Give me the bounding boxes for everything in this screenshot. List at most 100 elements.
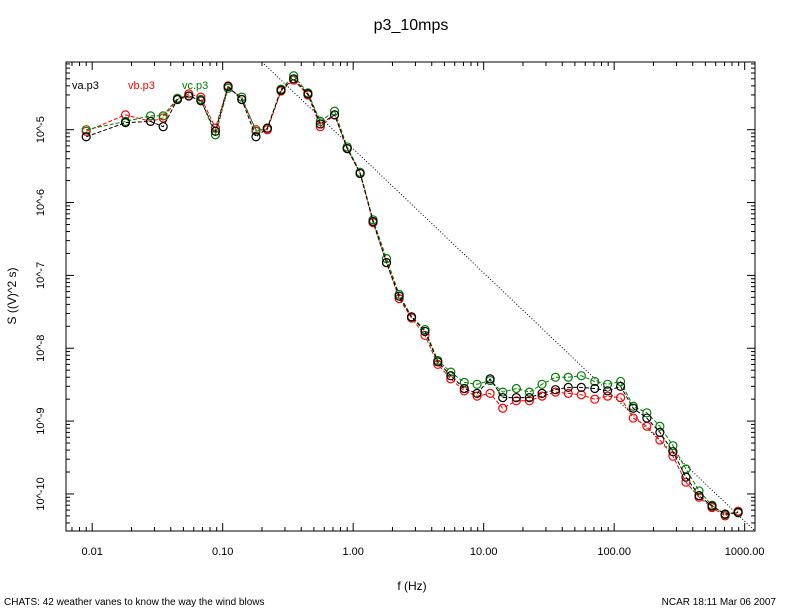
data-point-va.p3 <box>550 385 561 395</box>
data-point-va.p3 <box>184 91 194 101</box>
y-tick-label: 10^-8 <box>35 335 47 362</box>
data-point-vc.p3 <box>576 371 586 381</box>
y-tick-label: 10^-5 <box>35 116 47 143</box>
series-line-va.p3 <box>86 78 739 515</box>
legend-entry-va: va.p3 <box>72 80 99 92</box>
data-point-va.p3 <box>223 82 233 92</box>
data-point-va.p3 <box>459 383 469 394</box>
series-vb.p3 <box>81 75 743 521</box>
data-point-va.p3 <box>210 126 221 136</box>
data-point-va.p3 <box>394 291 404 301</box>
series-va.p3 <box>81 74 743 519</box>
data-point-vc.p3 <box>459 377 469 387</box>
data-point-vc.p3 <box>537 379 547 389</box>
data-point-vc.p3 <box>524 387 534 397</box>
data-point-va.p3 <box>289 74 299 84</box>
data-point-va.p3 <box>196 96 206 106</box>
data-point-vb.p3 <box>590 394 600 404</box>
legend-entry-vb: vb.p3 <box>128 80 155 92</box>
data-point-vc.p3 <box>145 111 156 121</box>
data-point-va.p3 <box>642 413 652 423</box>
data-point-vb.p3 <box>642 421 652 431</box>
data-point-vb.p3 <box>511 396 521 406</box>
data-point-va.p3 <box>498 393 508 403</box>
data-point-va.p3 <box>329 110 340 120</box>
x-tick-label: 1.00 <box>342 546 363 558</box>
data-point-vb.p3 <box>550 387 561 397</box>
series-line-vb.p3 <box>86 79 739 517</box>
data-point-vc.p3 <box>563 372 573 382</box>
data-point-vc.p3 <box>550 372 561 382</box>
data-point-va.p3 <box>368 216 378 227</box>
data-point-va.p3 <box>655 427 665 437</box>
data-point-va.p3 <box>446 371 456 381</box>
data-point-va.p3 <box>707 501 717 511</box>
x-tick-label: 10.00 <box>470 546 498 558</box>
data-point-va.p3 <box>355 168 365 179</box>
data-point-va.p3 <box>602 386 613 396</box>
series-layer <box>81 71 743 521</box>
footer-timestamp: NCAR 18:11 Mar 06 2007 <box>662 597 777 608</box>
y-axis-label: S ((V)^2 s) <box>5 268 19 325</box>
data-point-vc.p3 <box>590 376 600 387</box>
data-point-va.p3 <box>694 490 704 501</box>
data-point-vc.p3 <box>81 125 91 135</box>
data-point-va.p3 <box>262 123 272 133</box>
data-point-va.p3 <box>524 393 534 403</box>
data-point-vb.p3 <box>498 403 508 413</box>
data-point-va.p3 <box>276 85 286 95</box>
data-point-vb.p3 <box>537 391 547 401</box>
data-point-vc.p3 <box>158 111 168 121</box>
data-point-va.p3 <box>681 472 691 482</box>
x-axis: 0.01 0.10 1.00 10.00 100.00 1000.00 <box>81 62 765 558</box>
data-point-va.p3 <box>342 144 352 154</box>
data-point-va.p3 <box>563 382 573 393</box>
data-point-va.p3 <box>615 381 626 391</box>
data-point-va.p3 <box>145 116 156 127</box>
footer-left-note: CHATS: 42 weather vanes to know the way … <box>4 597 265 608</box>
data-point-va.p3 <box>303 89 313 99</box>
data-point-va.p3 <box>472 388 482 398</box>
y-tick-label: 10^-9 <box>35 408 47 435</box>
data-point-vb.p3 <box>524 396 534 406</box>
data-point-va.p3 <box>237 94 247 105</box>
data-point-va.p3 <box>628 403 638 413</box>
data-point-va.p3 <box>485 374 495 384</box>
data-point-vb.p3 <box>576 390 586 400</box>
data-point-vc.p3 <box>681 464 691 474</box>
data-point-vc.p3 <box>446 367 456 377</box>
series-line-vc.p3 <box>86 75 739 516</box>
data-point-vc.p3 <box>642 408 652 418</box>
data-point-vb.p3 <box>615 393 626 403</box>
data-point-va.p3 <box>251 132 261 142</box>
data-point-vb.p3 <box>485 388 495 398</box>
chart-title: p3_10mps <box>374 17 449 34</box>
x-tick-label: 0.10 <box>212 546 233 558</box>
data-point-vb.p3 <box>563 388 573 398</box>
y-tick-label: 10^-7 <box>35 262 47 289</box>
data-point-vb.p3 <box>602 391 613 401</box>
series-vc.p3 <box>81 71 743 520</box>
y-axis: 10^-5 10^-6 10^-7 10^-8 10^-9 10^-10 <box>35 116 755 511</box>
data-point-va.p3 <box>420 326 430 337</box>
x-axis-label: f (Hz) <box>397 579 426 593</box>
data-point-vc.p3 <box>498 387 508 397</box>
y-tick-label: 10^-6 <box>35 189 47 216</box>
x-tick-label: 0.01 <box>81 546 102 558</box>
data-point-vc.p3 <box>511 383 521 394</box>
data-point-vc.p3 <box>251 126 261 136</box>
data-point-vc.p3 <box>237 92 247 102</box>
data-point-vb.p3 <box>628 413 638 423</box>
data-point-va.p3 <box>172 94 183 105</box>
data-point-va.p3 <box>537 388 547 398</box>
data-point-vc.p3 <box>615 376 626 387</box>
data-point-vb.p3 <box>472 391 482 401</box>
data-point-va.p3 <box>315 119 325 129</box>
data-point-va.p3 <box>120 118 131 128</box>
data-point-va.p3 <box>668 447 678 457</box>
data-point-vb.p3 <box>196 92 206 102</box>
data-point-va.p3 <box>81 132 91 142</box>
data-point-va.p3 <box>406 312 417 322</box>
data-point-va.p3 <box>733 507 743 517</box>
